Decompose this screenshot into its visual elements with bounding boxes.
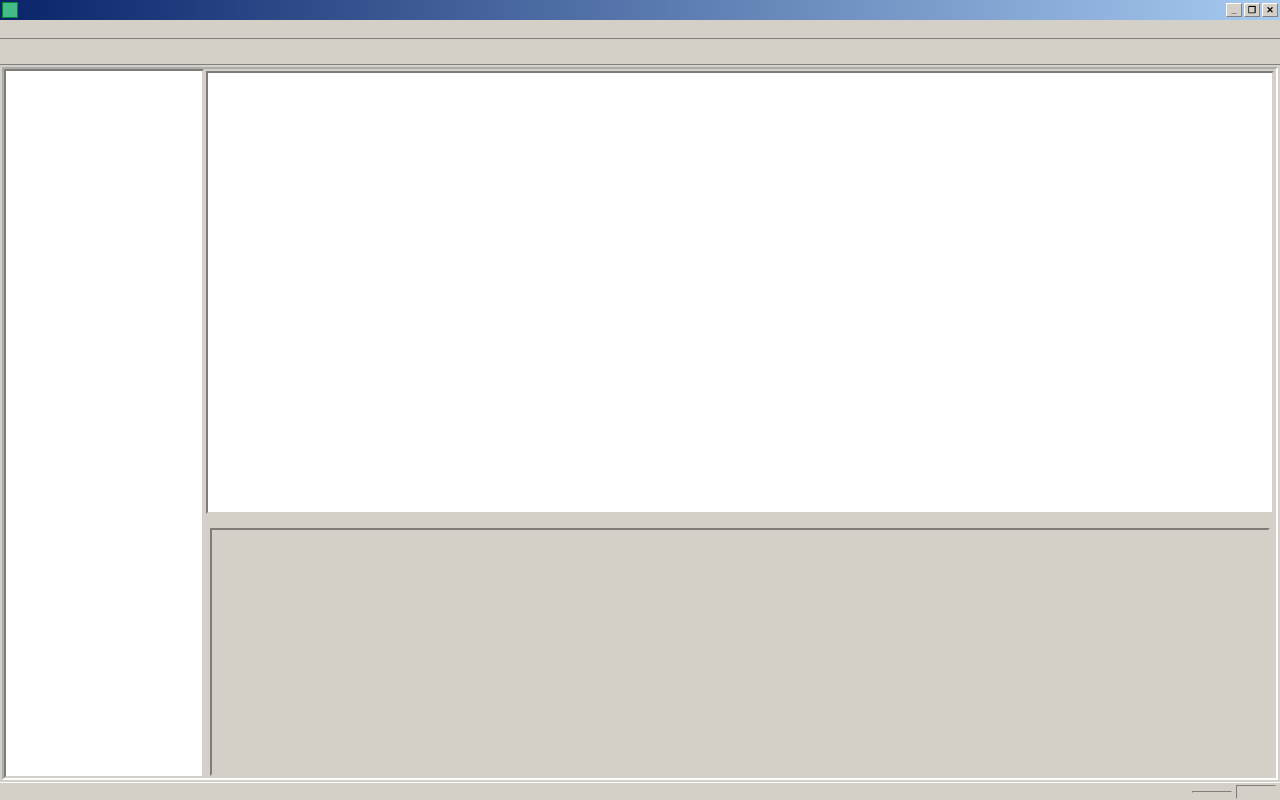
- status-num: [1192, 791, 1232, 793]
- grid-wrap: [210, 528, 1270, 776]
- titlebar: _ ❐ ✕: [0, 0, 1280, 20]
- chart-panel: [206, 71, 1274, 514]
- menubar: [0, 20, 1280, 39]
- app-icon: [2, 2, 18, 18]
- right-area: [204, 69, 1276, 778]
- restore-button[interactable]: ❐: [1244, 3, 1260, 17]
- tree-panel: [4, 69, 204, 778]
- minimize-button[interactable]: _: [1226, 3, 1242, 17]
- statusbar: [0, 782, 1280, 800]
- app-window: _ ❐ ✕: [0, 0, 1280, 800]
- controls-row: [206, 516, 1274, 524]
- pdf-chart: [208, 73, 1272, 512]
- close-button[interactable]: ✕: [1262, 3, 1278, 17]
- bottom-panel: [206, 516, 1274, 776]
- status-empty: [1236, 785, 1276, 799]
- toolbar: [0, 39, 1280, 65]
- main-area: [2, 67, 1278, 780]
